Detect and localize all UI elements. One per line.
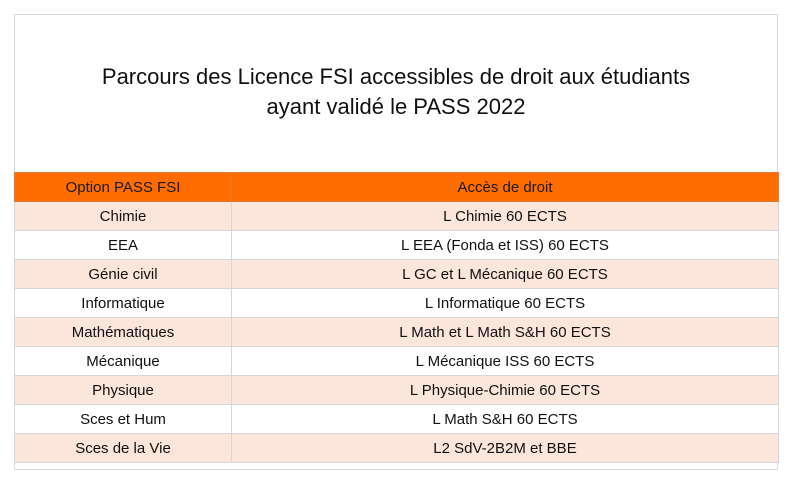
table-row: Génie civil L GC et L Mécanique 60 ECTS [14, 259, 779, 289]
option-cell: Physique [14, 375, 232, 405]
option-cell: Génie civil [14, 259, 232, 289]
header-option-pass-fsi: Option PASS FSI [14, 172, 232, 202]
table-header-row: Option PASS FSI Accès de droit [14, 172, 779, 202]
table-row: Sces de la Vie L2 SdV-2B2M et BBE [14, 433, 779, 463]
access-cell: L2 SdV-2B2M et BBE [231, 433, 779, 463]
option-cell: Sces et Hum [14, 404, 232, 434]
option-cell: EEA [14, 230, 232, 260]
table-row: Sces et Hum L Math S&H 60 ECTS [14, 404, 779, 434]
option-cell: Chimie [14, 201, 232, 231]
header-acces-de-droit: Accès de droit [231, 172, 779, 202]
access-table: Option PASS FSI Accès de droit Chimie L … [14, 172, 779, 463]
table-row: EEA L EEA (Fonda et ISS) 60 ECTS [14, 230, 779, 260]
title-line-2: ayant validé le PASS 2022 [266, 94, 526, 119]
title-line-1: Parcours des Licence FSI accessibles de … [101, 64, 691, 89]
table-row: Mécanique L Mécanique ISS 60 ECTS [14, 346, 779, 376]
access-cell: L Math S&H 60 ECTS [231, 404, 779, 434]
option-cell: Mathématiques [14, 317, 232, 347]
access-cell: L EEA (Fonda et ISS) 60 ECTS [231, 230, 779, 260]
table-row: Mathématiques L Math et L Math S&H 60 EC… [14, 317, 779, 347]
option-cell: Mécanique [14, 346, 232, 376]
table-row: Physique L Physique-Chimie 60 ECTS [14, 375, 779, 405]
option-cell: Informatique [14, 288, 232, 318]
table-row: Informatique L Informatique 60 ECTS [14, 288, 779, 318]
option-cell: Sces de la Vie [14, 433, 232, 463]
access-cell: L Mécanique ISS 60 ECTS [231, 346, 779, 376]
slide-title: Parcours des Licence FSI accessibles de … [14, 62, 778, 122]
access-cell: L Physique-Chimie 60 ECTS [231, 375, 779, 405]
table-row: Chimie L Chimie 60 ECTS [14, 201, 779, 231]
access-cell: L Chimie 60 ECTS [231, 201, 779, 231]
access-cell: L GC et L Mécanique 60 ECTS [231, 259, 779, 289]
access-cell: L Math et L Math S&H 60 ECTS [231, 317, 779, 347]
access-cell: L Informatique 60 ECTS [231, 288, 779, 318]
